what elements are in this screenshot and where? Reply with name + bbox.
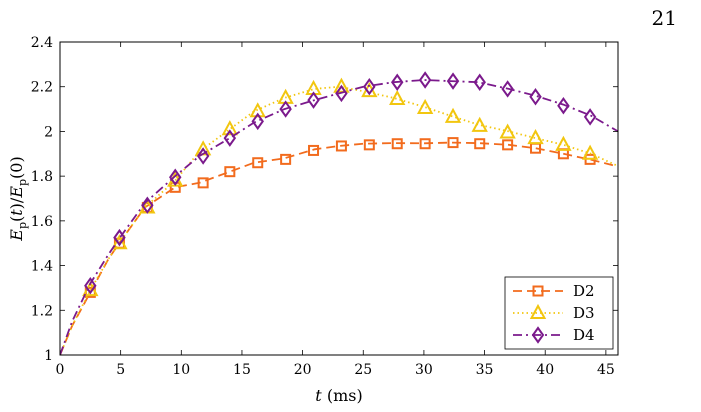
legend-item-d3: D3 bbox=[513, 303, 595, 322]
x-axis-label: t (ms) bbox=[315, 386, 362, 405]
y-tick-label: 1.4 bbox=[31, 259, 53, 275]
data-point-diamond bbox=[84, 276, 97, 295]
data-point-diamond bbox=[223, 129, 237, 147]
data-point-triangle bbox=[581, 144, 599, 160]
y-axis-label: Ep(t)/Ep(0) bbox=[7, 156, 29, 241]
data-point-square bbox=[447, 137, 459, 149]
axis-labels: t (ms) Ep(t)/Ep(0) bbox=[7, 156, 363, 405]
data-point-triangle bbox=[389, 89, 406, 106]
data-point-square bbox=[474, 138, 486, 150]
series-d4 bbox=[60, 71, 618, 355]
x-tick-label: 40 bbox=[536, 362, 554, 378]
legend-label: D3 bbox=[573, 304, 595, 322]
data-point-triangle bbox=[221, 120, 239, 136]
data-point-triangle bbox=[333, 77, 350, 93]
data-point-square bbox=[197, 177, 209, 189]
data-point-diamond bbox=[390, 73, 404, 91]
data-point-diamond bbox=[473, 73, 486, 91]
y-tick-label: 2 bbox=[44, 124, 53, 140]
data-point-diamond bbox=[557, 96, 570, 115]
x-tick-label: 10 bbox=[172, 362, 190, 378]
x-tick-label: 5 bbox=[116, 362, 125, 378]
x-tick-label: 30 bbox=[415, 362, 433, 378]
data-point-diamond bbox=[279, 100, 292, 118]
data-point-triangle bbox=[471, 116, 488, 132]
data-point-square bbox=[252, 157, 264, 169]
data-point-diamond bbox=[363, 77, 376, 96]
data-point-diamond bbox=[196, 147, 210, 165]
data-point-diamond bbox=[501, 80, 514, 98]
data-point-triangle bbox=[555, 135, 572, 151]
legend-label: D4 bbox=[573, 326, 595, 344]
x-tick-label: 15 bbox=[233, 362, 251, 378]
legend: D2 D3 D4 bbox=[504, 276, 614, 350]
x-tick-label: 0 bbox=[56, 362, 65, 378]
data-point-triangle bbox=[529, 303, 547, 319]
data-point-square bbox=[224, 166, 236, 178]
data-point-diamond bbox=[169, 168, 182, 186]
data-point-triangle bbox=[416, 98, 434, 114]
page-number: 21 bbox=[651, 6, 677, 30]
data-point-diamond bbox=[418, 71, 432, 89]
y-tick-label: 2.2 bbox=[31, 80, 53, 96]
x-tick-label: 45 bbox=[597, 362, 615, 378]
x-axis-label-var: t bbox=[315, 386, 322, 405]
data-point-triangle bbox=[444, 107, 462, 123]
data-point-square bbox=[335, 140, 347, 152]
series-layer bbox=[60, 71, 618, 355]
data-point-diamond bbox=[141, 196, 154, 214]
data-point-square bbox=[280, 153, 292, 165]
data-point-diamond bbox=[113, 228, 126, 247]
data-point-diamond bbox=[251, 112, 264, 131]
data-point-square bbox=[532, 285, 544, 297]
y-tick-label: 1 bbox=[44, 348, 53, 364]
x-tick-label: 20 bbox=[294, 362, 312, 378]
y-tick-label: 2.4 bbox=[31, 35, 53, 51]
data-point-diamond bbox=[335, 84, 348, 103]
data-point-diamond bbox=[529, 88, 542, 106]
data-point-square bbox=[419, 138, 431, 150]
x-tick-label: 25 bbox=[354, 362, 372, 378]
series-line-d4 bbox=[60, 79, 618, 355]
y-tick-label: 1.8 bbox=[31, 169, 53, 185]
data-point-square bbox=[391, 138, 403, 150]
series-line-d3 bbox=[60, 85, 618, 355]
legend-item-d2: D2 bbox=[513, 282, 595, 300]
data-point-diamond bbox=[583, 108, 597, 126]
series-line-d2 bbox=[60, 141, 618, 355]
x-tick-label: 35 bbox=[476, 362, 494, 378]
x-axis-label-unit: (ms) bbox=[322, 386, 363, 405]
data-point-diamond bbox=[531, 326, 545, 344]
data-point-triangle bbox=[527, 129, 544, 145]
ticks-layer: 0 5 10 15 20 25 30 35 40 45 1 1.2 1.4 1.6 1.8 2 2.2 2.4 bbox=[31, 35, 618, 378]
data-point-triangle bbox=[499, 123, 516, 139]
plot-area-frame bbox=[59, 41, 619, 356]
data-point-square bbox=[308, 144, 320, 156]
legend-label: D2 bbox=[573, 282, 595, 300]
y-tick-label: 1.2 bbox=[31, 303, 53, 319]
y-tick-label: 1.6 bbox=[31, 214, 53, 230]
data-point-triangle bbox=[249, 102, 266, 118]
data-point-triangle bbox=[111, 234, 128, 250]
data-point-square bbox=[363, 139, 375, 151]
data-point-square bbox=[502, 139, 514, 151]
legend-item-d4: D4 bbox=[513, 326, 595, 344]
data-point-diamond bbox=[307, 91, 320, 109]
data-point-diamond bbox=[446, 72, 460, 90]
